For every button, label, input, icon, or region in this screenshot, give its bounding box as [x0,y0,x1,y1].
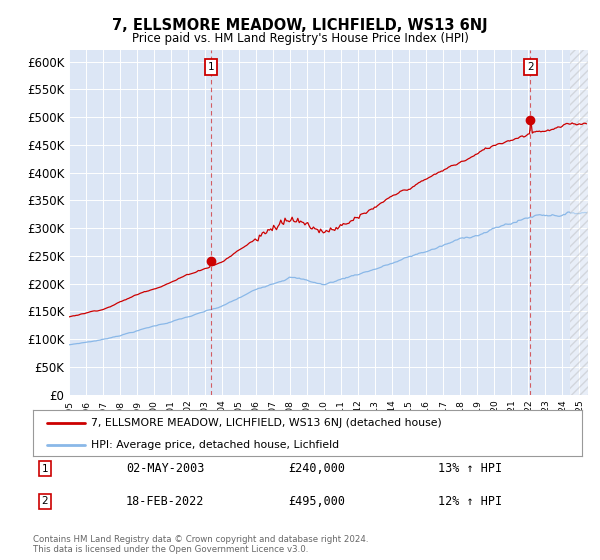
Text: £495,000: £495,000 [288,494,345,508]
Bar [569,39,595,395]
Text: HPI: Average price, detached house, Lichfield: HPI: Average price, detached house, Lich… [91,440,339,450]
Text: 2: 2 [527,62,534,72]
Text: 7, ELLSMORE MEADOW, LICHFIELD, WS13 6NJ (detached house): 7, ELLSMORE MEADOW, LICHFIELD, WS13 6NJ … [91,418,442,428]
Text: 7, ELLSMORE MEADOW, LICHFIELD, WS13 6NJ: 7, ELLSMORE MEADOW, LICHFIELD, WS13 6NJ [112,18,488,33]
Text: This data is licensed under the Open Government Licence v3.0.: This data is licensed under the Open Gov… [33,545,308,554]
Text: Price paid vs. HM Land Registry's House Price Index (HPI): Price paid vs. HM Land Registry's House … [131,32,469,45]
Text: 2: 2 [41,496,49,506]
Text: 1: 1 [208,62,214,72]
Text: £240,000: £240,000 [288,462,345,475]
Text: 02-MAY-2003: 02-MAY-2003 [126,462,205,475]
Text: 18-FEB-2022: 18-FEB-2022 [126,494,205,508]
Text: 13% ↑ HPI: 13% ↑ HPI [438,462,502,475]
Text: Contains HM Land Registry data © Crown copyright and database right 2024.: Contains HM Land Registry data © Crown c… [33,535,368,544]
Text: 12% ↑ HPI: 12% ↑ HPI [438,494,502,508]
Text: 1: 1 [41,464,49,474]
